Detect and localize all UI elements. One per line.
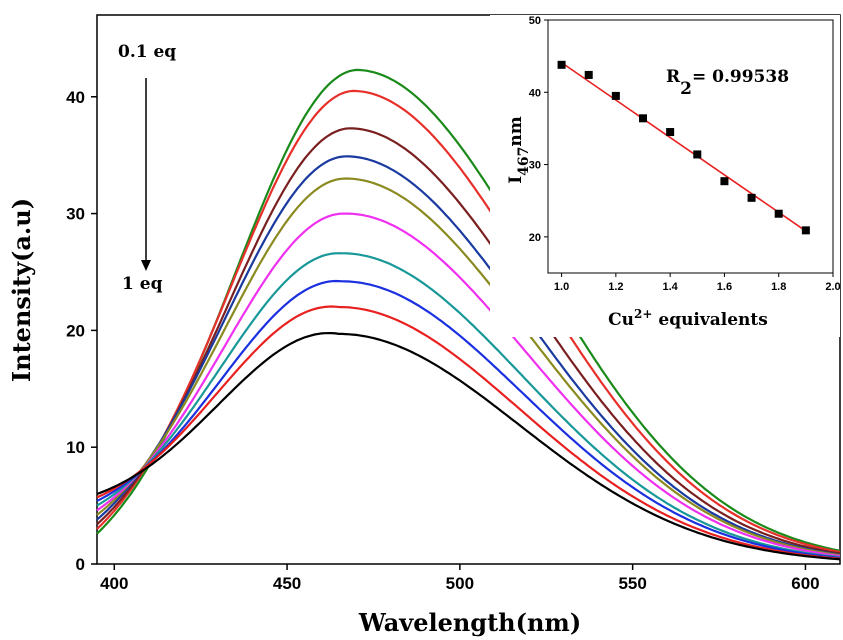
data-point xyxy=(639,114,647,123)
x-axis-title: Wavelength(nm) xyxy=(358,608,581,637)
data-point xyxy=(584,70,593,79)
main-curves xyxy=(96,68,841,561)
spectrum-series-7 xyxy=(96,252,841,559)
spectrum-series-6 xyxy=(96,212,841,558)
inset-y-tick-label: 50 xyxy=(529,15,541,27)
data-point xyxy=(693,150,702,159)
main-y-tick-label: 0 xyxy=(76,555,85,574)
spectrum-series-5 xyxy=(96,177,841,557)
inset-x-tick-label: 2.0 xyxy=(825,281,840,293)
spectrum-series-10 xyxy=(96,332,841,561)
main-x-tick-label: 600 xyxy=(791,574,819,593)
annotation-arrowhead xyxy=(141,260,151,271)
main-x-tick-label: 550 xyxy=(618,574,646,593)
data-point xyxy=(611,91,620,100)
main-y-tick-label: 20 xyxy=(66,321,85,340)
inset-y-tick-label: 20 xyxy=(529,232,541,244)
data-point xyxy=(720,177,729,186)
inset-x-tick-label: 1.2 xyxy=(608,281,623,293)
main-y-ticks: 0 10 20 30 40 xyxy=(66,88,97,574)
r-squared-subscript: 2 xyxy=(680,79,692,99)
inset-y-ticks: 20 30 40 50 xyxy=(529,15,548,244)
main-x-tick-label: 450 xyxy=(273,574,301,593)
inset-x-ticks: 1.0 1.2 1.4 1.6 1.8 2.0 xyxy=(554,273,841,293)
inset-chart: 1.0 1.2 1.4 1.6 1.8 2.0 20 30 40 50 Cu2+ equival… xyxy=(490,15,841,337)
inset-y-tick-label: 30 xyxy=(529,160,541,172)
inset-y-tick-label: 40 xyxy=(529,87,541,99)
main-x-ticks: 400 450 500 550 600 xyxy=(100,564,820,593)
main-y-tick-label: 30 xyxy=(66,205,85,224)
r-squared-annotation: R2= 0.99538 xyxy=(666,67,789,99)
r-squared-value: = 0.99538 xyxy=(692,67,789,87)
r-squared-prefix: R xyxy=(666,67,681,87)
inset-x-tick-label: 1.6 xyxy=(717,281,732,293)
inset-x-axis-title: Cu2+ equivalents xyxy=(608,307,768,330)
linear-fit-line xyxy=(561,61,807,232)
spectrum-series-8 xyxy=(96,279,841,559)
data-point xyxy=(774,209,783,218)
y-axis-title: Intensity(a.u) xyxy=(7,198,36,382)
annotation-end-label: 1 eq xyxy=(122,274,163,294)
inset-marks xyxy=(557,60,810,235)
main-y-tick-label: 40 xyxy=(66,88,85,107)
spectrum-series-9 xyxy=(96,305,841,560)
inset-x-tick-label: 1.8 xyxy=(771,281,786,293)
inset-x-tick-label: 1.0 xyxy=(554,281,569,293)
data-point xyxy=(666,128,675,137)
main-x-tick-label: 400 xyxy=(100,574,128,593)
data-point xyxy=(801,226,810,235)
main-x-tick-label: 500 xyxy=(446,574,474,593)
main-y-tick-label: 10 xyxy=(66,438,85,457)
inset-x-tick-label: 1.4 xyxy=(662,281,678,293)
annotation-start-label: 0.1 eq xyxy=(118,42,176,62)
data-point xyxy=(557,60,566,69)
spectrum-series-3 xyxy=(96,127,841,555)
spectrum-series-2 xyxy=(96,89,841,554)
data-point xyxy=(747,193,756,202)
inset-plot-frame xyxy=(547,19,834,274)
spectrum-series-4 xyxy=(96,155,841,556)
